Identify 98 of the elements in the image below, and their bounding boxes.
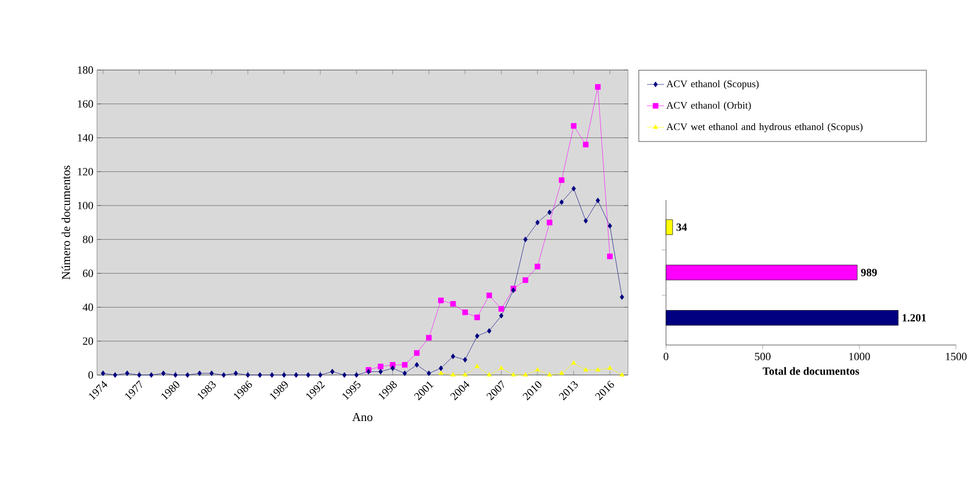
point	[426, 370, 432, 376]
point	[354, 372, 359, 378]
point	[414, 350, 420, 356]
point	[558, 177, 564, 183]
point	[608, 223, 612, 229]
x-axis-title: Total de documentos	[762, 367, 860, 375]
y-tick-label: 100	[78, 202, 94, 210]
y-tick-label: 160	[78, 100, 94, 108]
point	[149, 372, 154, 378]
point	[547, 210, 552, 216]
point	[402, 370, 407, 376]
point	[125, 370, 130, 376]
point	[620, 294, 624, 300]
point	[173, 372, 178, 378]
point	[450, 354, 456, 360]
point	[486, 372, 492, 376]
point	[378, 368, 383, 374]
legend-label: ACV ethanol (Scopus)	[666, 80, 759, 90]
point	[534, 264, 540, 270]
point	[498, 306, 504, 312]
legend-label: ACV ethanol (Orbit)	[666, 102, 751, 111]
y-tick-label: 120	[78, 168, 94, 176]
point	[535, 220, 540, 226]
y-tick-label: 20	[82, 337, 94, 345]
y-tick-label: 140	[78, 134, 94, 142]
point	[596, 198, 600, 204]
point	[112, 372, 118, 378]
point	[474, 364, 480, 368]
point	[210, 370, 214, 376]
point	[571, 360, 576, 365]
x-tick-label: 0	[664, 352, 668, 360]
point	[595, 84, 601, 90]
point	[438, 370, 444, 375]
point	[547, 372, 552, 376]
point	[475, 333, 480, 339]
point	[414, 362, 419, 368]
point	[498, 365, 504, 370]
point	[535, 367, 540, 372]
point	[282, 372, 286, 378]
point	[197, 370, 202, 376]
x-tick-label: 500	[755, 352, 771, 360]
point	[559, 199, 564, 205]
point	[582, 142, 589, 148]
point	[583, 367, 588, 372]
y-tick-label: 40	[82, 304, 94, 311]
data-label: 989	[861, 268, 877, 276]
point	[438, 365, 444, 372]
point	[572, 186, 576, 192]
point	[330, 368, 334, 374]
point	[546, 220, 552, 226]
point	[342, 372, 347, 378]
point	[523, 236, 528, 242]
point	[246, 372, 250, 378]
point	[270, 372, 274, 378]
point	[258, 372, 262, 378]
point	[294, 372, 298, 378]
point	[378, 364, 384, 370]
point	[222, 372, 226, 378]
point	[522, 277, 528, 283]
point	[426, 334, 432, 341]
y-tick-label: 0	[88, 371, 94, 379]
x-tick-label: 1000	[849, 352, 870, 360]
point	[137, 372, 142, 378]
point	[161, 370, 166, 376]
point	[607, 365, 612, 370]
point	[522, 372, 528, 376]
y-tick-label: 60	[82, 270, 94, 278]
point	[595, 367, 600, 372]
point	[438, 298, 444, 304]
point	[450, 372, 456, 376]
point	[462, 310, 468, 316]
data-label: 1.201	[902, 314, 926, 322]
point	[607, 254, 613, 260]
y-tick-label: 80	[82, 236, 94, 244]
point	[486, 292, 492, 298]
point	[620, 372, 624, 376]
point	[570, 123, 576, 129]
point	[318, 372, 322, 378]
point	[474, 314, 480, 320]
point	[450, 301, 456, 307]
point	[559, 370, 564, 375]
legend-label: ACV wet ethanol and hydrous ethanol (Scopus)	[666, 123, 862, 132]
data-label: 34	[676, 224, 687, 231]
y-tick-label: 180	[78, 66, 94, 74]
point	[462, 372, 468, 376]
point	[510, 372, 516, 376]
point	[306, 372, 310, 378]
point	[234, 370, 238, 376]
point	[499, 312, 504, 318]
y-axis-title: Número de documentos	[62, 166, 70, 280]
x-axis-title: Ano	[352, 413, 372, 422]
point	[100, 370, 106, 376]
point	[487, 328, 492, 334]
point	[185, 372, 190, 378]
point	[584, 218, 588, 224]
point	[462, 356, 468, 363]
point	[402, 362, 408, 368]
x-tick-label: 1500	[946, 352, 967, 360]
